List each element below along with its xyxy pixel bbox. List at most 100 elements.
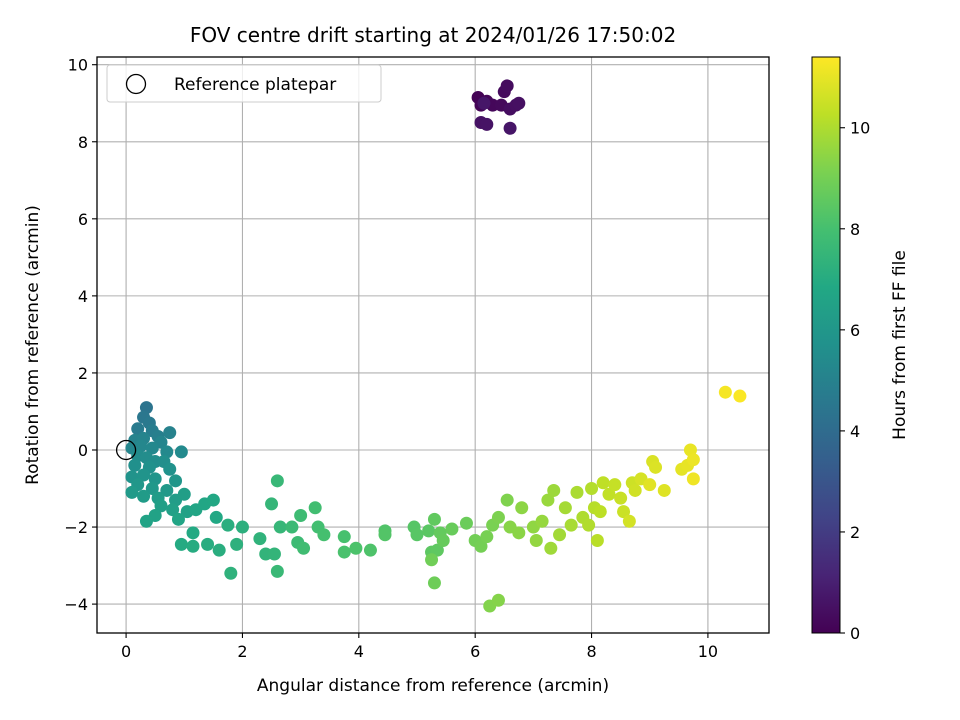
data-point [139,514,153,528]
data-point [145,482,159,496]
data-point [547,483,561,497]
colorbar-tick-label: 6 [850,321,860,340]
data-point [590,534,604,548]
data-point [445,522,459,536]
plot-area-frame [96,56,770,634]
data-point [317,528,331,542]
data-point [337,545,351,559]
data-point [582,518,596,532]
data-point [166,503,180,517]
y-tick-label: 0 [78,441,88,460]
data-point [160,483,174,497]
data-point [733,389,747,403]
data-point [297,541,311,555]
data-point [363,543,377,557]
data-points [125,79,747,613]
data-point [349,541,363,555]
data-point [294,508,308,522]
colorbar-ticks: 0 2 4 6 8 10 [840,119,870,643]
data-point [174,537,188,551]
legend: Reference platepar [106,64,382,103]
data-point [503,121,517,135]
y-tick-label: 2 [78,364,88,383]
data-point [163,462,177,476]
data-point [154,499,168,513]
data-point [273,520,287,534]
y-axis-label: Rotation from reference (arcmin) [23,205,43,485]
y-tick-label: 10 [68,56,88,75]
legend-box [106,64,382,103]
data-point [145,441,159,455]
data-point [201,537,215,551]
data-point [643,478,657,492]
data-point [474,539,488,553]
data-point [212,543,226,557]
data-point [686,453,700,467]
y-tick-label: 6 [78,210,88,229]
data-point [186,539,200,553]
y-tick-label: 8 [78,133,88,152]
x-axis-ticks: 0 2 4 6 8 10 [121,633,718,661]
x-tick-label: 4 [354,642,364,661]
data-point [480,117,494,131]
data-point [459,516,473,530]
data-point [515,501,529,515]
grid-lines [97,57,769,633]
data-point [570,485,584,499]
data-point [265,497,279,511]
data-point [480,530,494,544]
x-tick-label: 10 [698,642,718,661]
data-point [221,518,235,532]
data-point [477,96,491,110]
data-point [285,520,299,534]
data-point [686,472,700,486]
colorbar-tick-label: 0 [850,624,860,643]
data-point [544,541,558,555]
data-point [657,483,671,497]
data-point [512,526,526,540]
data-point [622,514,636,528]
data-point [628,483,642,497]
data-point [410,528,424,542]
data-point [235,520,249,534]
data-point [224,566,238,580]
data-point [270,564,284,578]
data-point [535,514,549,528]
data-point [378,528,392,542]
data-point [125,485,139,499]
data-point [427,512,441,526]
data-point [436,534,450,548]
x-tick-label: 0 [121,642,131,661]
reference-platepar-marker [115,439,137,461]
data-point [602,487,616,501]
data-point [430,543,444,557]
data-point [529,534,543,548]
reference-marker-layer [115,439,137,461]
y-tick-label: 4 [78,287,88,306]
data-point [177,487,191,501]
data-point [718,385,732,399]
data-point [553,528,567,542]
data-point [608,478,622,492]
legend-reference-marker [125,73,147,95]
chart-title: FOV centre drift starting at 2024/01/26 … [190,23,676,47]
data-point [209,510,223,524]
data-point [512,96,526,110]
data-point [337,530,351,544]
data-point [174,445,188,459]
colorbar-label: Hours from first FF file [890,250,910,440]
data-point [558,501,572,515]
data-point [585,482,599,496]
colorbar-tick-label: 8 [850,220,860,239]
data-point [171,512,185,526]
data-point [169,474,183,488]
data-point [593,505,607,519]
data-point [267,547,281,561]
x-tick-label: 6 [470,642,480,661]
data-point [617,505,631,519]
colorbar [811,56,841,634]
x-axis-label: Angular distance from reference (arcmin) [257,676,609,696]
data-point [425,553,439,567]
data-point [131,422,145,436]
